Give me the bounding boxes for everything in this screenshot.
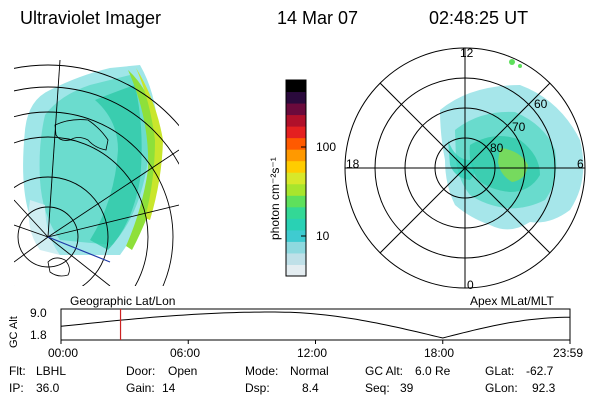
gc-alt-value: 6.0 Re bbox=[415, 364, 451, 378]
gc-alt-label: GC Alt: bbox=[365, 364, 404, 378]
door-label: Door: bbox=[126, 364, 156, 378]
colorbar-segment bbox=[286, 252, 306, 265]
colorbar-segment bbox=[286, 80, 306, 93]
ip-value: 36.0 bbox=[36, 381, 60, 395]
mode-value: Normal bbox=[290, 364, 329, 378]
colorbar bbox=[285, 79, 307, 277]
colorbar-segment bbox=[286, 241, 306, 254]
colorbar-unit-label: photon cm⁻²s⁻¹ bbox=[268, 157, 282, 240]
colorbar-segment bbox=[286, 264, 306, 277]
dsp-label: Dsp: bbox=[245, 381, 270, 395]
geographic-label: Geographic Lat/Lon bbox=[70, 294, 176, 308]
mlat-label-80: 80 bbox=[490, 141, 504, 155]
seq-value: 39 bbox=[400, 381, 414, 395]
colorbar-segment bbox=[286, 206, 306, 219]
mlat-label-60: 60 bbox=[534, 97, 548, 111]
glon-label: GLon: bbox=[485, 381, 518, 395]
timeline-xtick-1200: 12:00 bbox=[297, 346, 328, 360]
colorbar-tick-100: 100 bbox=[316, 140, 337, 154]
timeline-ytick-max: 9.0 bbox=[30, 306, 47, 320]
mlt-label-0: 0 bbox=[467, 278, 474, 292]
colorbar-segment bbox=[286, 149, 306, 162]
colorbar-segment bbox=[286, 103, 306, 116]
polar-plot bbox=[344, 47, 586, 289]
colorbar-segment bbox=[286, 91, 306, 104]
apex-label: Apex MLat/MLT bbox=[470, 294, 554, 308]
colorbar-segment bbox=[286, 114, 306, 127]
timeline-xtick-0000: 00:00 bbox=[48, 346, 79, 360]
gain-label: Gain: bbox=[126, 381, 155, 395]
timeline-xtick-1800: 18:00 bbox=[424, 346, 455, 360]
date-label: 14 Mar 07 bbox=[277, 8, 359, 28]
timeline-xtick-2359: 23:59 bbox=[553, 346, 584, 360]
dsp-value: 8.4 bbox=[302, 381, 319, 395]
colorbar-segment bbox=[286, 160, 306, 173]
instrument-title: Ultraviolet Imager bbox=[20, 8, 162, 28]
mode-label: Mode: bbox=[245, 364, 279, 378]
colorbar-ticks bbox=[301, 146, 306, 237]
door-value: Open bbox=[168, 364, 198, 378]
time-label: 02:48:25 UT bbox=[429, 8, 529, 28]
geographic-image bbox=[14, 59, 179, 286]
gain-value: 14 bbox=[162, 381, 176, 395]
timeline-ylabel: GC Alt bbox=[8, 316, 20, 348]
colorbar-segment bbox=[286, 218, 306, 231]
altitude-timeline bbox=[60, 308, 571, 344]
mlt-label-12: 12 bbox=[460, 46, 474, 60]
mlt-label-6: 6 bbox=[577, 157, 584, 171]
mlt-label-18: 18 bbox=[346, 157, 360, 171]
colorbar-segment bbox=[286, 229, 306, 242]
flt-label: Flt: bbox=[9, 364, 26, 378]
glon-value: 92.3 bbox=[532, 381, 556, 395]
colorbar-segment bbox=[286, 137, 306, 150]
colorbar-tick-10: 10 bbox=[316, 229, 330, 243]
timeline-xtick-0600: 06:00 bbox=[170, 346, 201, 360]
glat-label: GLat: bbox=[485, 364, 515, 378]
mlat-label-70: 70 bbox=[512, 120, 526, 134]
colorbar-segment bbox=[286, 195, 306, 208]
glat-value: -62.7 bbox=[526, 364, 554, 378]
flt-value: LBHL bbox=[36, 364, 67, 378]
colorbar-frame bbox=[285, 79, 307, 277]
seq-label: Seq: bbox=[365, 381, 390, 395]
timeline-ytick-min: 1.8 bbox=[30, 328, 47, 342]
ip-label: IP: bbox=[9, 381, 24, 395]
colorbar-segment bbox=[286, 183, 306, 196]
colorbar-segment bbox=[286, 172, 306, 185]
colorbar-segment bbox=[286, 126, 306, 139]
